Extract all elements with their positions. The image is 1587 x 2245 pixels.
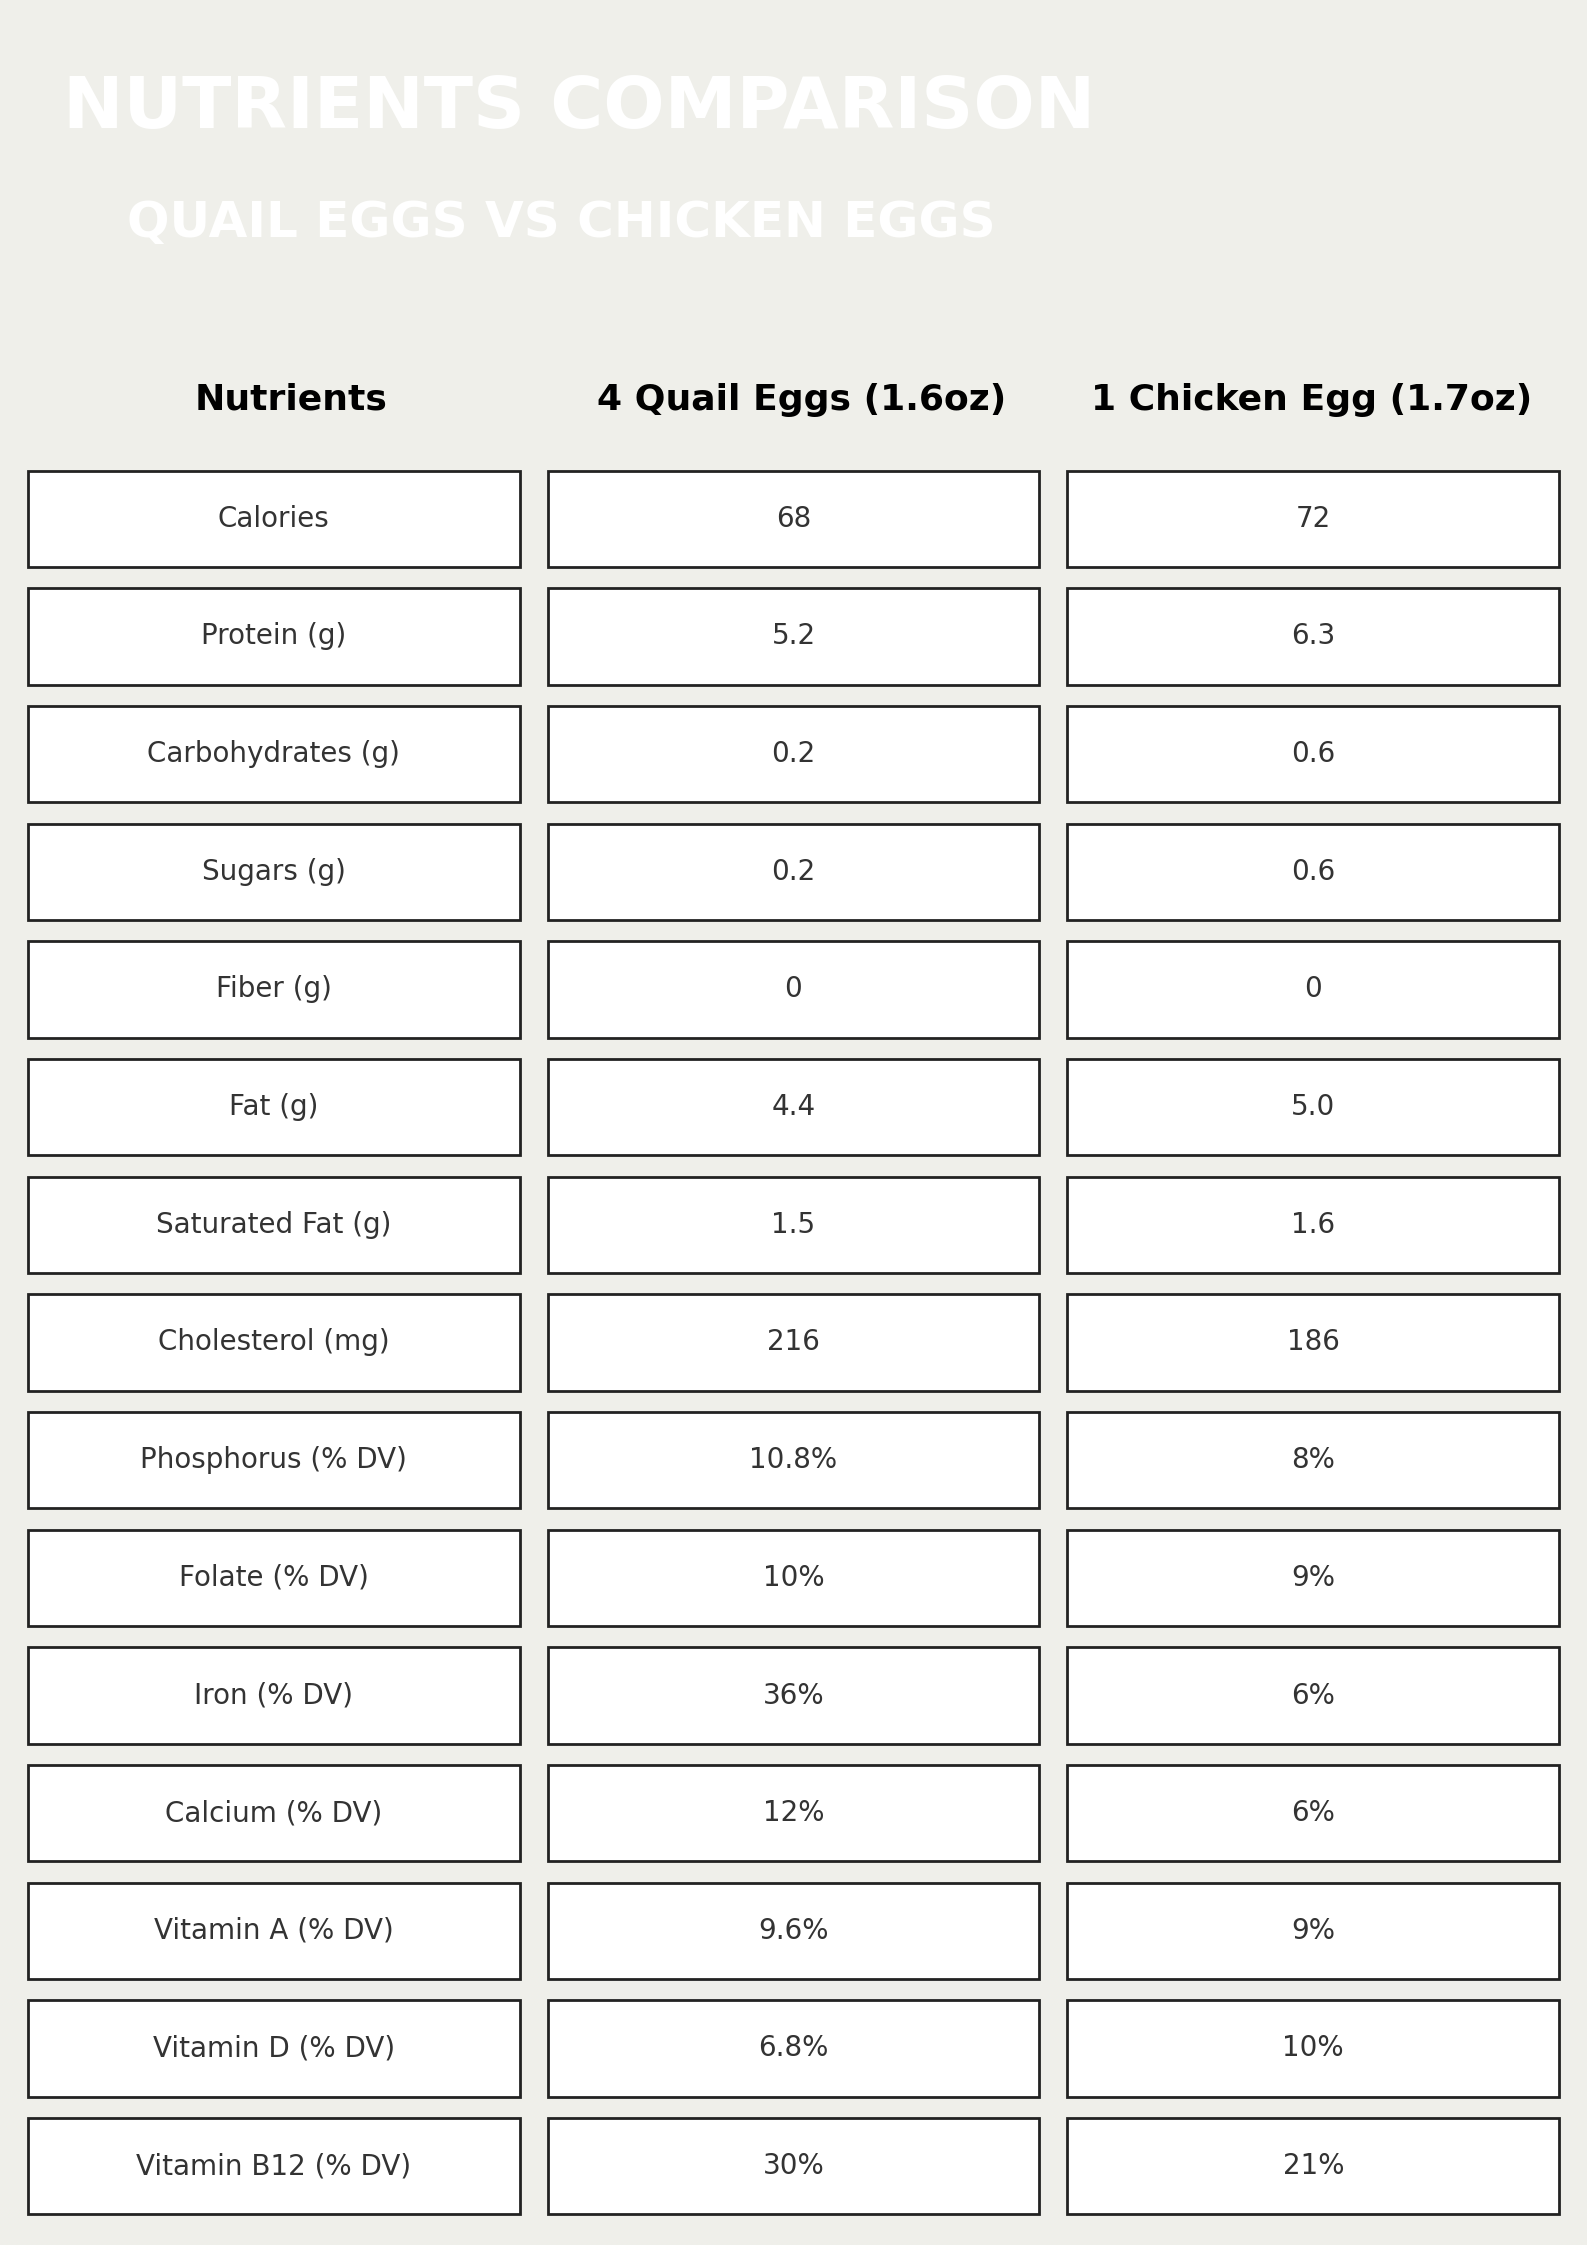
Text: Fat (g): Fat (g) <box>229 1093 319 1120</box>
Text: 6%: 6% <box>1292 1798 1335 1827</box>
Text: QUAIL EGGS VS CHICKEN EGGS: QUAIL EGGS VS CHICKEN EGGS <box>127 200 995 247</box>
Bar <box>548 588 1039 685</box>
Bar <box>27 1648 519 1744</box>
Text: 72: 72 <box>1295 505 1331 532</box>
Text: 30%: 30% <box>763 2153 824 2180</box>
Bar <box>27 1529 519 1625</box>
Text: 0.6: 0.6 <box>1292 741 1335 768</box>
Bar <box>1068 1295 1560 1390</box>
Bar <box>548 705 1039 801</box>
Text: 1.6: 1.6 <box>1292 1210 1335 1239</box>
Bar <box>27 1176 519 1273</box>
Bar <box>548 2000 1039 2097</box>
Text: 6.8%: 6.8% <box>759 2034 828 2063</box>
Text: 4.4: 4.4 <box>771 1093 816 1120</box>
Text: 5.2: 5.2 <box>771 622 816 651</box>
Bar <box>1068 1648 1560 1744</box>
Text: 10%: 10% <box>763 1565 824 1592</box>
Bar <box>548 1884 1039 1980</box>
Bar <box>548 2117 1039 2214</box>
Text: 0.2: 0.2 <box>771 858 816 887</box>
Text: Saturated Fat (g): Saturated Fat (g) <box>156 1210 392 1239</box>
Bar <box>1068 2000 1560 2097</box>
Text: 186: 186 <box>1287 1329 1339 1356</box>
Bar <box>27 2117 519 2214</box>
Text: 0: 0 <box>1305 977 1322 1004</box>
Bar <box>27 1765 519 1861</box>
Text: 10%: 10% <box>1282 2034 1344 2063</box>
Text: 1.5: 1.5 <box>771 1210 816 1239</box>
Bar <box>548 1295 1039 1390</box>
Bar <box>548 1412 1039 1509</box>
Bar <box>1068 824 1560 920</box>
Text: 4 Quail Eggs (1.6oz): 4 Quail Eggs (1.6oz) <box>597 384 1006 418</box>
Bar <box>548 471 1039 568</box>
Text: 8%: 8% <box>1292 1446 1335 1475</box>
Text: NUTRIENTS COMPARISON: NUTRIENTS COMPARISON <box>63 74 1095 144</box>
Bar <box>27 471 519 568</box>
Bar <box>1068 941 1560 1037</box>
Text: 6%: 6% <box>1292 1682 1335 1708</box>
Text: 10.8%: 10.8% <box>749 1446 838 1475</box>
Bar <box>27 824 519 920</box>
Bar <box>1068 705 1560 801</box>
Text: 1 Chicken Egg (1.7oz): 1 Chicken Egg (1.7oz) <box>1092 384 1533 418</box>
Text: Fiber (g): Fiber (g) <box>216 977 332 1004</box>
Text: Cholesterol (mg): Cholesterol (mg) <box>157 1329 389 1356</box>
Bar <box>1068 2117 1560 2214</box>
Bar <box>1068 1529 1560 1625</box>
Bar <box>27 2000 519 2097</box>
Text: 68: 68 <box>776 505 811 532</box>
Bar <box>1068 1060 1560 1156</box>
Bar <box>1068 1412 1560 1509</box>
Text: Iron (% DV): Iron (% DV) <box>194 1682 354 1708</box>
Text: Vitamin B12 (% DV): Vitamin B12 (% DV) <box>136 2153 411 2180</box>
Bar <box>1068 1765 1560 1861</box>
Text: 36%: 36% <box>763 1682 824 1708</box>
Text: 9%: 9% <box>1292 1917 1335 1944</box>
Bar <box>27 1884 519 1980</box>
Text: 216: 216 <box>767 1329 820 1356</box>
Bar <box>27 588 519 685</box>
Text: 21%: 21% <box>1282 2153 1344 2180</box>
Bar <box>548 1529 1039 1625</box>
Bar <box>27 1060 519 1156</box>
Text: 9%: 9% <box>1292 1565 1335 1592</box>
Text: 9.6%: 9.6% <box>759 1917 828 1944</box>
Bar <box>27 1412 519 1509</box>
Text: 6.3: 6.3 <box>1292 622 1335 651</box>
Bar <box>548 1176 1039 1273</box>
Bar <box>548 941 1039 1037</box>
Bar <box>27 1295 519 1390</box>
Bar <box>548 824 1039 920</box>
Text: Folate (% DV): Folate (% DV) <box>179 1565 368 1592</box>
Bar <box>27 941 519 1037</box>
Text: 5.0: 5.0 <box>1292 1093 1335 1120</box>
Text: Vitamin D (% DV): Vitamin D (% DV) <box>152 2034 395 2063</box>
Text: Phosphorus (% DV): Phosphorus (% DV) <box>140 1446 408 1475</box>
Text: Carbohydrates (g): Carbohydrates (g) <box>148 741 400 768</box>
Text: 12%: 12% <box>763 1798 824 1827</box>
Text: Sugars (g): Sugars (g) <box>202 858 346 887</box>
Text: 0.2: 0.2 <box>771 741 816 768</box>
Text: 0.6: 0.6 <box>1292 858 1335 887</box>
Bar <box>1068 1884 1560 1980</box>
Text: Calories: Calories <box>217 505 330 532</box>
Bar <box>548 1060 1039 1156</box>
Text: Nutrients: Nutrients <box>194 384 387 418</box>
Bar <box>548 1765 1039 1861</box>
Bar <box>548 1648 1039 1744</box>
Text: Vitamin A (% DV): Vitamin A (% DV) <box>154 1917 394 1944</box>
Bar <box>27 705 519 801</box>
Bar <box>1068 588 1560 685</box>
Bar <box>1068 471 1560 568</box>
Bar <box>1068 1176 1560 1273</box>
Text: 0: 0 <box>784 977 803 1004</box>
Text: Protein (g): Protein (g) <box>202 622 346 651</box>
Text: Calcium (% DV): Calcium (% DV) <box>165 1798 382 1827</box>
